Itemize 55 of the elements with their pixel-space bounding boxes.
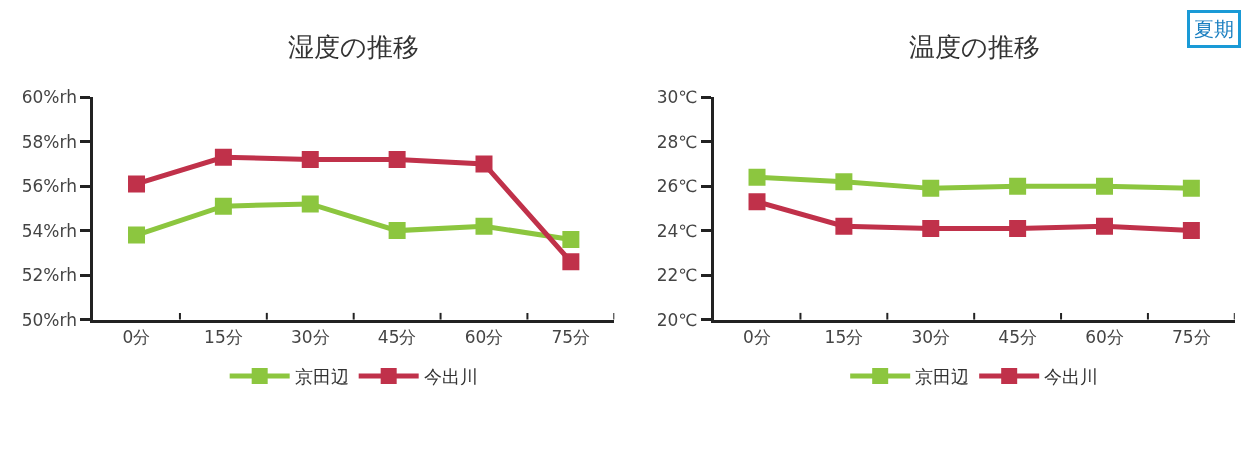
x-tick-label: 30分: [911, 326, 951, 347]
point: [562, 231, 580, 249]
x-tick-label: 15分: [824, 326, 864, 347]
y-tick-label: 56%rh: [21, 176, 77, 197]
y-tick-label: 58%rh: [21, 131, 77, 152]
point: [388, 222, 406, 240]
text: 夏期: [1194, 17, 1234, 41]
chart-title: 温度の推移: [909, 32, 1040, 62]
x-tick-label: 30分: [290, 326, 330, 347]
point: [562, 253, 580, 271]
point: [835, 173, 853, 191]
point: [214, 148, 232, 166]
y-tick-label: 20℃: [656, 309, 698, 330]
y-tick-label: 50%rh: [21, 309, 77, 330]
point: [1182, 179, 1200, 197]
y-tick-label: 60%rh: [21, 87, 77, 108]
x-tick-label: 0分: [122, 326, 151, 347]
legend-label: 今出川: [423, 365, 478, 387]
point: [301, 195, 319, 213]
x-tick-label: 45分: [377, 326, 417, 347]
point: [835, 217, 853, 235]
point: [128, 175, 146, 193]
x-tick-label: 60分: [1085, 326, 1124, 347]
x-tick-label: 60分: [464, 326, 504, 347]
point: [748, 193, 766, 211]
x-tick-label: 45分: [998, 326, 1037, 347]
x-tick-label: 75分: [1172, 326, 1211, 347]
point: [922, 219, 940, 237]
y-tick-label: 54%rh: [21, 220, 77, 241]
x-tick-label: 0分: [743, 326, 771, 347]
point: [1096, 217, 1113, 235]
point: [388, 150, 406, 168]
point: [1096, 177, 1113, 195]
x-tick-label: 15分: [204, 326, 243, 347]
point: [301, 150, 319, 168]
y-tick-label: 22℃: [656, 265, 698, 286]
x-tick-label: 75分: [551, 326, 591, 347]
point: [214, 197, 232, 215]
legend-label: 京田辺: [294, 365, 349, 387]
point: [922, 179, 940, 197]
point: [128, 226, 146, 244]
legend-label: 今出川: [1044, 365, 1099, 387]
legend-label: 京田辺: [915, 365, 970, 387]
point: [1009, 219, 1027, 237]
y-tick-label: 30℃: [656, 87, 698, 108]
point: [1182, 222, 1200, 240]
point: [475, 217, 493, 235]
y-tick-label: 52%rh: [21, 265, 77, 286]
chart-title: 湿度の推移: [288, 32, 419, 62]
point: [475, 155, 493, 173]
point: [748, 168, 766, 186]
y-tick-label: 24℃: [656, 220, 698, 241]
y-tick-label: 28℃: [656, 131, 698, 152]
point: [1009, 177, 1027, 195]
y-tick-label: 26℃: [656, 176, 698, 197]
